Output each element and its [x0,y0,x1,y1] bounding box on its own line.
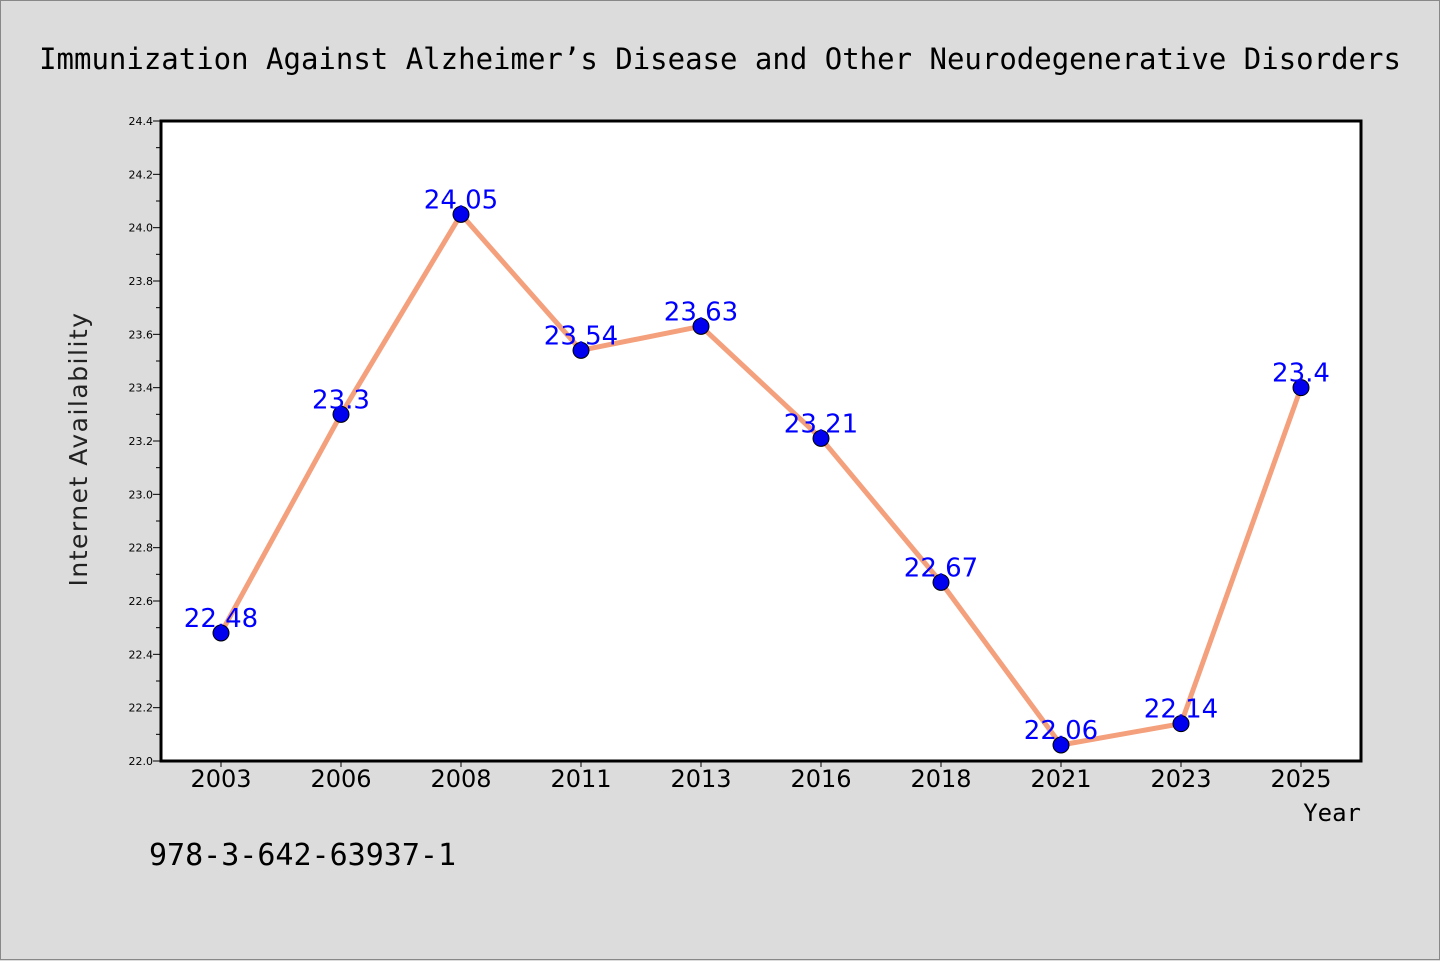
y-axis: 22.0 22.2 22.4 22.6 22.8 23.0 23.2 23.4 23.6 23.8… [129,115,161,768]
data-point [1292,379,1310,397]
data-label: 23.54 [544,321,618,351]
x-tick-label: 2023 [1150,765,1211,793]
y-tick-label: 22.8 [129,542,154,555]
data-labels: 22.48 23.3 24.05 23.54 23.63 23.21 22.67 22.06 2… [184,185,1330,746]
data-label: 22.06 [1024,716,1098,746]
y-tick-label: 23.8 [129,275,154,288]
data-point [572,341,590,359]
isbn-text: 978-3-642-63937-1 [149,838,456,873]
y-tick-label: 24.4 [129,115,154,128]
x-tick-label: 2011 [550,765,611,793]
x-tick-label: 2016 [790,765,851,793]
data-point [332,405,350,423]
x-tick-label: 2025 [1270,765,1331,793]
data-label: 23.21 [784,409,858,439]
y-tick-label: 22.6 [129,595,154,608]
plot-area [159,119,1363,763]
x-tick-label: 2018 [910,765,971,793]
data-point [452,205,470,223]
data-point [932,573,950,591]
data-label: 24.05 [424,185,498,215]
y-tick-label: 24.0 [129,222,154,235]
chart-title: Immunization Against Alzheimer’s Disease… [39,42,1401,76]
data-point [212,624,230,642]
x-axis-label: Year [1303,799,1361,827]
y-tick-label: 23.6 [129,328,154,341]
data-label: 23.63 [664,297,738,327]
x-tick-label: 2021 [1030,765,1091,793]
data-point [1052,736,1070,754]
series-line [218,211,1304,748]
data-point [812,429,830,447]
data-point [692,317,710,335]
y-tick-label: 24.2 [129,168,154,181]
y-tick-label: 23.0 [129,488,154,501]
x-tick-label: 2008 [430,765,491,793]
series-line-group [218,211,1304,748]
y-axis-label: Internet Availability [64,312,93,587]
x-tick-label: 2006 [310,765,371,793]
data-label: 22.14 [1144,695,1218,725]
data-points [212,205,1310,754]
y-tick-label: 23.4 [129,382,154,395]
data-point [1172,715,1190,733]
data-label: 22.48 [184,604,258,634]
y-tick-label: 22.4 [129,648,154,661]
x-tick-label: 2013 [670,765,731,793]
y-tick-label: 22.2 [129,702,154,715]
y-tick-label: 22.0 [129,755,154,768]
data-label: 23.4 [1272,359,1330,389]
data-label: 22.67 [904,553,978,583]
x-tick-label: 2003 [190,765,251,793]
x-axis: 2003 2006 2008 2011 2013 2016 2018 2021 2023 2025 [190,761,1332,793]
y-tick-label: 23.2 [129,435,154,448]
data-label: 23.3 [312,385,370,415]
